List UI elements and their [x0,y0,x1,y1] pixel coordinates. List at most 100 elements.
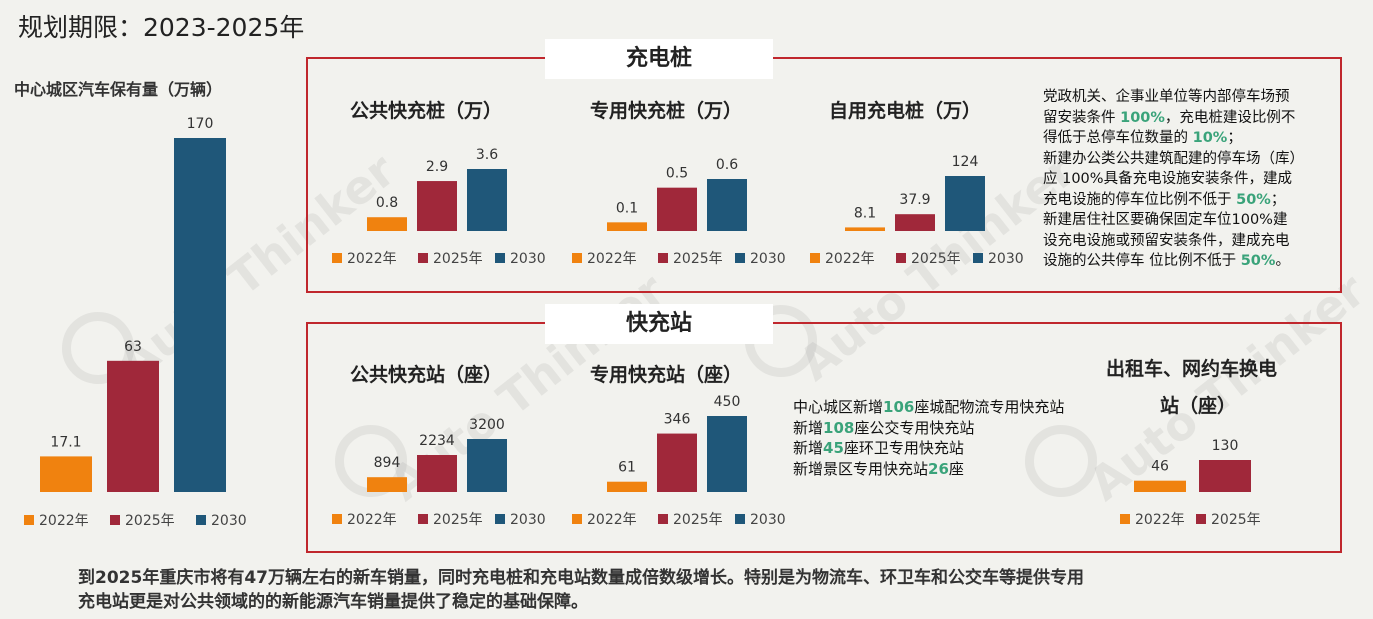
bar-2025年 [895,214,935,231]
bar-2022年 [607,481,647,492]
dedicated-piles-title: 专用快充桩（万） [590,100,743,122]
legend-swatch [24,515,34,525]
bar-2030 [945,176,985,231]
swap-stations-title-line1: 出租车、网约车换电 [1106,358,1278,380]
data-label: 3200 [469,417,505,433]
fast-stations-label: 快充站 [545,304,773,344]
note-highlight: 50% [1236,191,1271,208]
legend-label: 2030 [750,251,786,267]
legend-label: 2022年 [347,512,397,528]
legend-label: 2022年 [587,251,637,267]
legend-label: 2030 [510,251,546,267]
note-text: 新建居住社区要确保固定车位100%建 [1043,212,1288,228]
data-label: 3.6 [476,147,498,163]
legend-swatch [735,253,745,263]
vehicles-chart-title: 中心城区汽车保有量（万辆） [14,80,223,99]
note-highlight: 45 [823,439,844,457]
note-text: 新增景区专用快充站 [793,459,929,478]
legend-label: 2022年 [1135,512,1185,528]
dedicated-stations-chart: 61 346 450 2022年 2025年 2030 [572,394,786,528]
bar-2030 [707,416,747,492]
note-line: 留安装条件 100%，充电桩建设比例不 [1043,108,1335,129]
charging-piles-policy-note: 党政机关、企事业单位等内部停车场预留安装条件 100%，充电桩建设比例不 得低于总… [1043,87,1335,272]
legend-label: 2030 [510,512,546,528]
footer-line-1: 到2025年重庆市将有47万辆左右的新车销量，同时充电桩和充电站数量成倍数级增长… [78,568,1084,588]
swap-stations-title-line2: 站（座） [1160,395,1237,417]
note-highlight: 100% [1120,109,1165,126]
footer-summary: 到2025年重庆市将有47万辆左右的新车销量，同时充电桩和充电站数量成倍数级增长… [78,566,1338,614]
data-label: 2234 [419,433,455,449]
data-label: 346 [664,412,691,428]
note-line: 新增108座公交专用快充站 [793,418,1064,439]
page-title: 规划期限：2023-2025年 [18,13,305,42]
note-text: 中心城区新增 [793,398,884,416]
bar-2025年 [417,181,457,231]
note-highlight: 26 [928,459,949,478]
note-text: 新增 [793,439,824,457]
data-label: 450 [714,394,741,410]
public-stations-title: 公共快充站（座） [350,364,503,386]
charging-piles-label: 充电桩 [545,39,773,79]
note-highlight: 106 [883,398,915,416]
fast-stations-box [306,322,1342,553]
legend-swatch [418,253,428,263]
data-label: 124 [952,154,979,170]
bar-2030 [707,179,747,231]
public-piles-title: 公共快充桩（万） [350,100,503,122]
legend-swatch [572,253,582,263]
data-label: 130 [1212,438,1239,454]
note-line: 设充电设施或预留安装条件，建成充电 [1043,231,1335,252]
note-line: 新建居住社区要确保固定车位100%建 [1043,210,1335,231]
data-label: 0.5 [666,166,688,182]
data-label: 2.9 [426,159,448,175]
legend-swatch [1120,514,1130,524]
bar-2025年 [657,187,697,231]
note-line: 新建办公类公共建筑配建的停车场（库） [1043,149,1335,170]
note-text: 座环卫专用快充站 [843,439,964,457]
bar-2025年 [1199,460,1251,492]
bar-2030 [467,169,507,231]
legend-label: 2025年 [1211,512,1261,528]
note-line: 新增景区专用快充站26座 [793,459,1064,480]
bar-2030 [467,439,507,492]
note-text: 应 100%具备充电设施安装条件，建成 [1043,171,1293,187]
legend-label: 2022年 [347,251,397,267]
note-line: 得低于总停车位数量的 10%； [1043,128,1335,149]
data-label: 37.9 [899,192,930,208]
legend-label: 2022年 [39,513,89,529]
legend-swatch [896,253,906,263]
bar-2025年 [657,433,697,492]
legend-label: 2025年 [911,251,961,267]
bar-2022年 [845,227,885,231]
data-label: 8.1 [854,205,876,221]
legend-label: 2025年 [673,251,723,267]
note-text: 得低于总停车位数量的 [1043,130,1193,146]
bar-2025年 [417,454,457,492]
legend-swatch [495,514,505,524]
bar-2030 [174,138,226,492]
data-label: 0.6 [716,157,738,173]
note-line: 充电设施的停车位比例不低于 50%； [1043,190,1335,211]
dedicated-stations-title: 专用快充站（座） [590,364,743,386]
note-text: 座 [948,459,964,478]
note-line: 党政机关、企事业单位等内部停车场预 [1043,87,1335,108]
note-highlight: 10% [1192,130,1228,146]
legend-swatch [196,515,206,525]
legend-label: 2022年 [825,251,875,267]
legend-label: 2022年 [587,512,637,528]
note-highlight: 108 [823,418,855,437]
legend-label: 2030 [211,513,247,529]
data-label: 170 [187,116,214,132]
note-text: 新增 [793,418,824,437]
data-label: 63 [124,339,142,355]
note-text: 党政机关、企事业单位等内部停车场预 [1043,89,1290,105]
legend-label: 2030 [988,251,1024,267]
bar-2022年 [40,456,92,492]
private-piles-title: 自用充电桩（万） [829,100,982,122]
note-text: 留安装条件 [1043,109,1121,126]
data-label: 46 [1151,459,1169,475]
charging-piles-box [306,57,1342,293]
note-text: 新建办公类公共建筑配建的停车场（库） [1043,150,1304,167]
legend-swatch [735,514,745,524]
note-text: 设施的公共停车 位比例不低于 [1043,253,1241,269]
